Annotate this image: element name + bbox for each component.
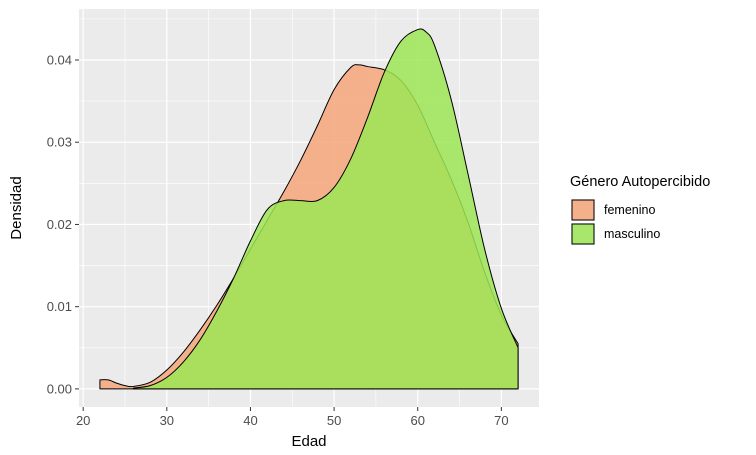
y-tick-label: 0.02 [47,217,72,232]
y-axis-ticks: 0.00 0.01 0.02 0.03 0.04 [47,52,79,396]
series-layer [99,28,519,390]
y-axis-title: Densidad [8,176,25,239]
legend-swatch-masculino [571,223,595,245]
y-tick-label: 0.04 [47,52,72,67]
legend-label-masculino: masculino [604,227,660,241]
x-axis-ticks: 20 30 40 50 60 70 [76,407,509,428]
y-tick-label: 0.03 [47,135,72,150]
density-area-masculino [132,28,519,390]
legend-title: Género Autopercibido [570,174,710,190]
x-tick-label: 70 [494,413,508,428]
legend-label-femenino: femenino [604,203,655,217]
x-tick-label: 40 [243,413,257,428]
x-tick-label: 60 [410,413,424,428]
y-tick-label: 0.00 [47,381,72,396]
x-tick-label: 50 [327,413,341,428]
x-tick-label: 20 [76,413,90,428]
y-tick-label: 0.01 [47,299,72,314]
x-axis-title: Edad [291,433,326,450]
x-tick-label: 30 [160,413,174,428]
legend: Género Autopercibido femenino masculino [570,174,710,245]
legend-swatch-femenino [571,199,595,221]
